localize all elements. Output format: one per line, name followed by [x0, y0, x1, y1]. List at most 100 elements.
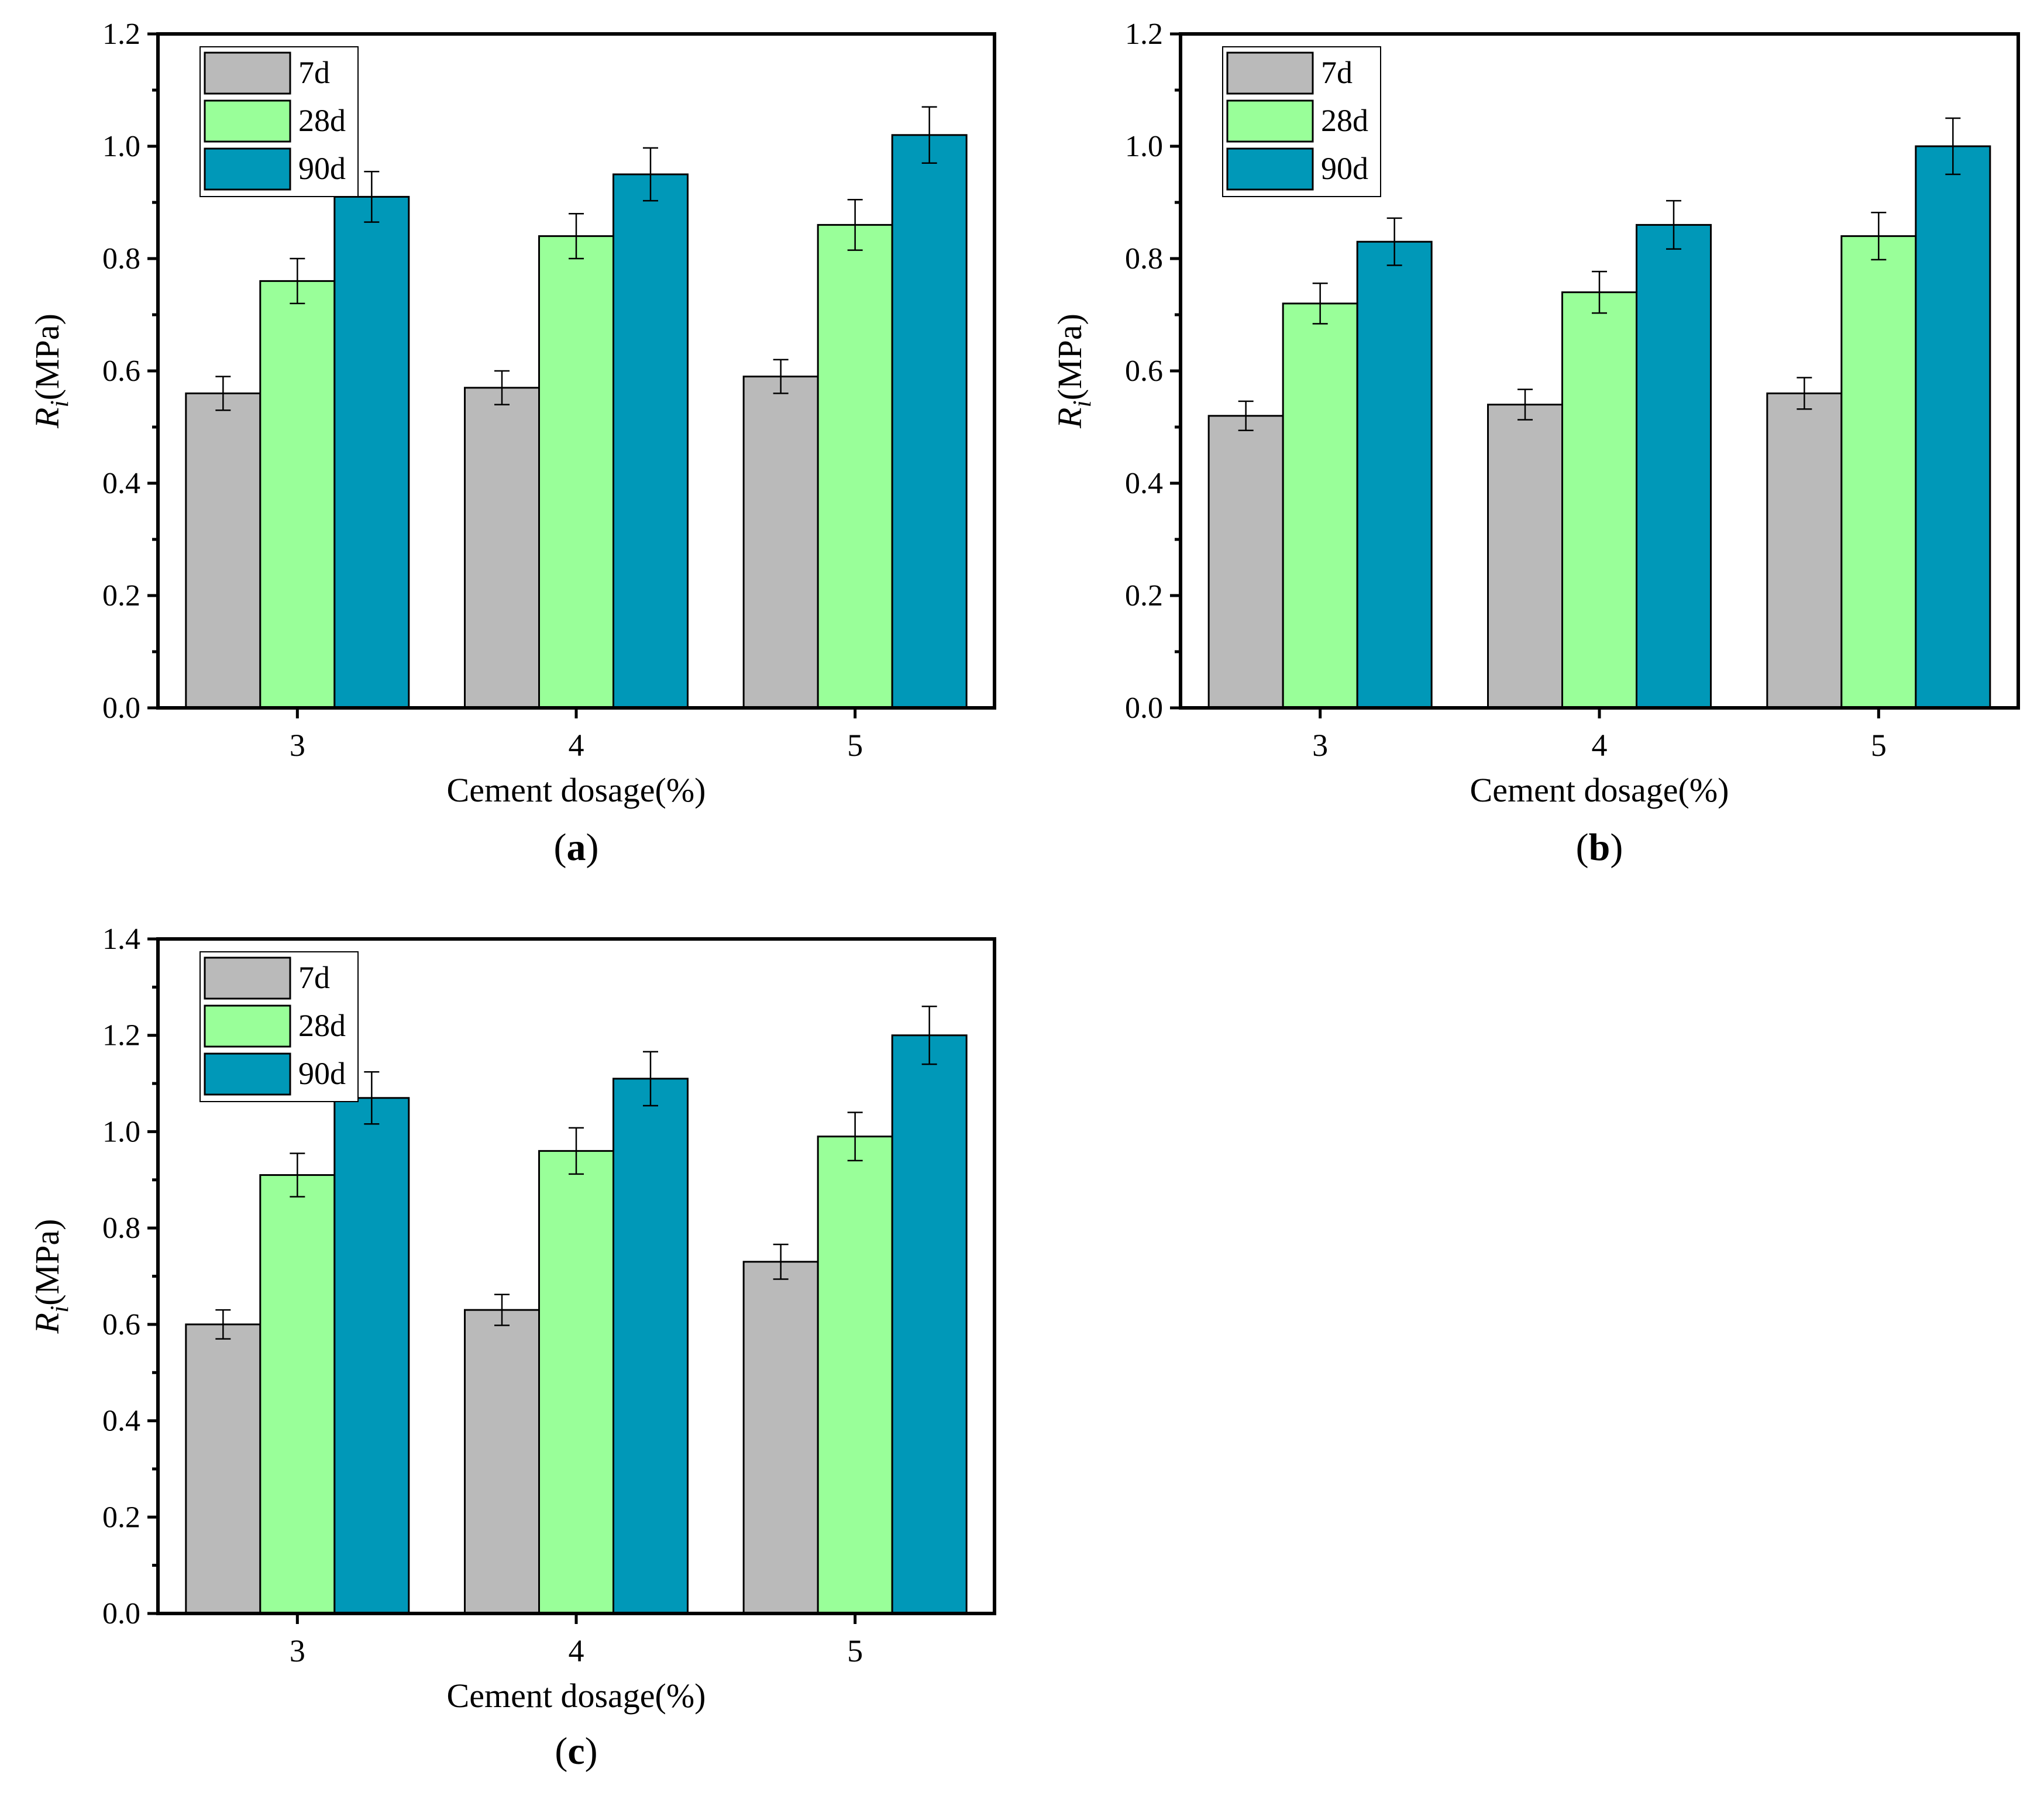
panel-caption-close: )	[585, 1730, 598, 1773]
bar-28d-3	[259, 280, 336, 709]
legend-label: 28d	[298, 103, 346, 138]
y-tick-label: 0.4	[102, 1405, 140, 1438]
legend-label: 7d	[298, 55, 330, 90]
y-axis-title-unit: (MPa)	[28, 1219, 66, 1306]
y-axis-title-symbol: R	[28, 408, 66, 429]
y-tick-label: 0.8	[1125, 242, 1163, 276]
y-tick-label: 0.6	[102, 355, 140, 388]
bar-90d-5	[891, 1034, 968, 1615]
y-axis-title-unit: (MPa)	[1051, 314, 1089, 400]
legend-swatch-7d	[204, 51, 291, 95]
y-tick-label: 1.2	[102, 1019, 140, 1052]
x-tick-label: 5	[847, 728, 863, 763]
panel-caption-letter: a	[567, 826, 586, 869]
bar-90d-4	[612, 1078, 689, 1615]
bar-7d-4	[1487, 404, 1563, 709]
y-tick-label: 0.6	[1125, 355, 1163, 388]
y-tick-label: 0.0	[102, 691, 140, 725]
y-tick-label: 0.2	[1125, 579, 1163, 613]
legend-label: 90d	[298, 151, 346, 186]
legend-swatch-28d	[204, 99, 291, 143]
legend-swatch-90d	[204, 147, 291, 191]
bar-7d-5	[742, 1261, 819, 1615]
bar-90d-5	[891, 134, 968, 709]
panel-caption-close: )	[586, 826, 599, 869]
y-tick-label: 0.0	[102, 1597, 140, 1630]
y-axis-title: Ri(MPa)	[28, 1219, 74, 1334]
legend-label: 90d	[1321, 151, 1368, 186]
bar-28d-5	[817, 223, 893, 709]
chart-panel-3: 0.0 0.2 0.4 0.6 0.8 1.0 1.2 1.4 3 4 5 Cement dosage…	[28, 923, 996, 1773]
bar-7d-3	[185, 1323, 261, 1615]
y-tick-label: 1.2	[102, 18, 140, 51]
legend-swatch-90d	[204, 1052, 291, 1096]
x-tick-label: 3	[290, 1633, 305, 1668]
y-axis-title-subscript: i	[45, 400, 74, 407]
x-tick-label: 3	[290, 728, 305, 763]
bar-28d-3	[259, 1174, 336, 1615]
legend-swatch-28d	[204, 1004, 291, 1048]
x-axis-title: Cement dosage(%)	[447, 771, 706, 809]
y-axis-title: Ri(MPa)	[1051, 314, 1096, 429]
y-tick-label: 0.2	[102, 579, 140, 613]
legend-label: 7d	[1321, 55, 1353, 90]
x-axis-title: Cement dosage(%)	[1470, 771, 1729, 809]
y-tick-label: 1.2	[1125, 18, 1163, 51]
bar-7d-5	[742, 376, 819, 709]
x-tick-label: 4	[569, 1633, 584, 1668]
x-tick-label: 4	[1592, 728, 1608, 763]
y-axis-title-subscript: i	[45, 1306, 74, 1313]
bar-7d-4	[464, 387, 540, 709]
panel-caption-open: (	[555, 1730, 567, 1773]
legend-label: 7d	[298, 960, 330, 995]
panel-caption-close: )	[1610, 826, 1623, 869]
bar-28d-3	[1282, 302, 1358, 709]
bar-28d-5	[1840, 235, 1917, 709]
y-axis-title-subscript: i	[1068, 400, 1096, 407]
y-tick-label: 0.2	[102, 1501, 140, 1534]
bar-7d-5	[1766, 392, 1843, 709]
y-tick-label: 1.0	[102, 130, 140, 163]
bar-90d-3	[333, 195, 410, 709]
legend-swatch-7d	[204, 957, 291, 1000]
y-tick-label: 1.0	[102, 1115, 140, 1148]
chart-panel-2: 0.0 0.2 0.4 0.6 0.8 1.0 1.2 3 4 5 Cement dosage(%)…	[1051, 18, 2020, 869]
bar-90d-3	[333, 1097, 410, 1615]
legend-label: 28d	[1321, 103, 1368, 138]
x-tick-label: 5	[1871, 728, 1887, 763]
x-axis-title: Cement dosage(%)	[447, 1677, 706, 1715]
y-tick-label: 1.0	[1125, 130, 1163, 163]
bar-90d-4	[1636, 223, 1712, 709]
legend-label: 90d	[298, 1056, 346, 1091]
panel-caption-open: (	[554, 826, 567, 869]
y-tick-label: 0.0	[1125, 691, 1163, 725]
y-axis-title-unit: (MPa)	[28, 314, 66, 400]
y-tick-label: 0.4	[102, 467, 140, 500]
x-tick-label: 4	[569, 728, 584, 763]
y-axis-title-symbol: R	[28, 1313, 66, 1334]
y-axis-title-symbol: R	[1051, 408, 1089, 429]
legend-swatch-28d	[1226, 99, 1314, 143]
y-tick-label: 0.4	[1125, 467, 1163, 500]
bar-7d-3	[1207, 415, 1284, 709]
legend-label: 28d	[298, 1008, 346, 1043]
bar-90d-4	[612, 173, 689, 709]
y-tick-label: 0.8	[102, 1212, 140, 1245]
panel-caption-open: (	[1576, 826, 1589, 869]
panel-caption: (b)	[1576, 826, 1623, 869]
bar-90d-5	[1915, 145, 1991, 709]
bar-28d-4	[538, 235, 614, 709]
y-axis-title: Ri(MPa)	[28, 314, 74, 429]
legend-swatch-90d	[1226, 147, 1314, 191]
bar-28d-5	[817, 1136, 893, 1615]
bar-7d-4	[464, 1309, 540, 1615]
bar-28d-4	[538, 1150, 614, 1615]
y-tick-label: 0.8	[102, 242, 140, 276]
chart-panel-1: 0.0 0.2 0.4 0.6 0.8 1.0 1.2 3 4 5 Cement dosage(%)…	[28, 18, 996, 869]
panel-caption-letter: b	[1589, 826, 1611, 869]
x-tick-label: 3	[1312, 728, 1328, 763]
panel-caption: (a)	[554, 826, 599, 869]
y-tick-label: 0.6	[102, 1308, 140, 1341]
legend-swatch-7d	[1226, 51, 1314, 95]
